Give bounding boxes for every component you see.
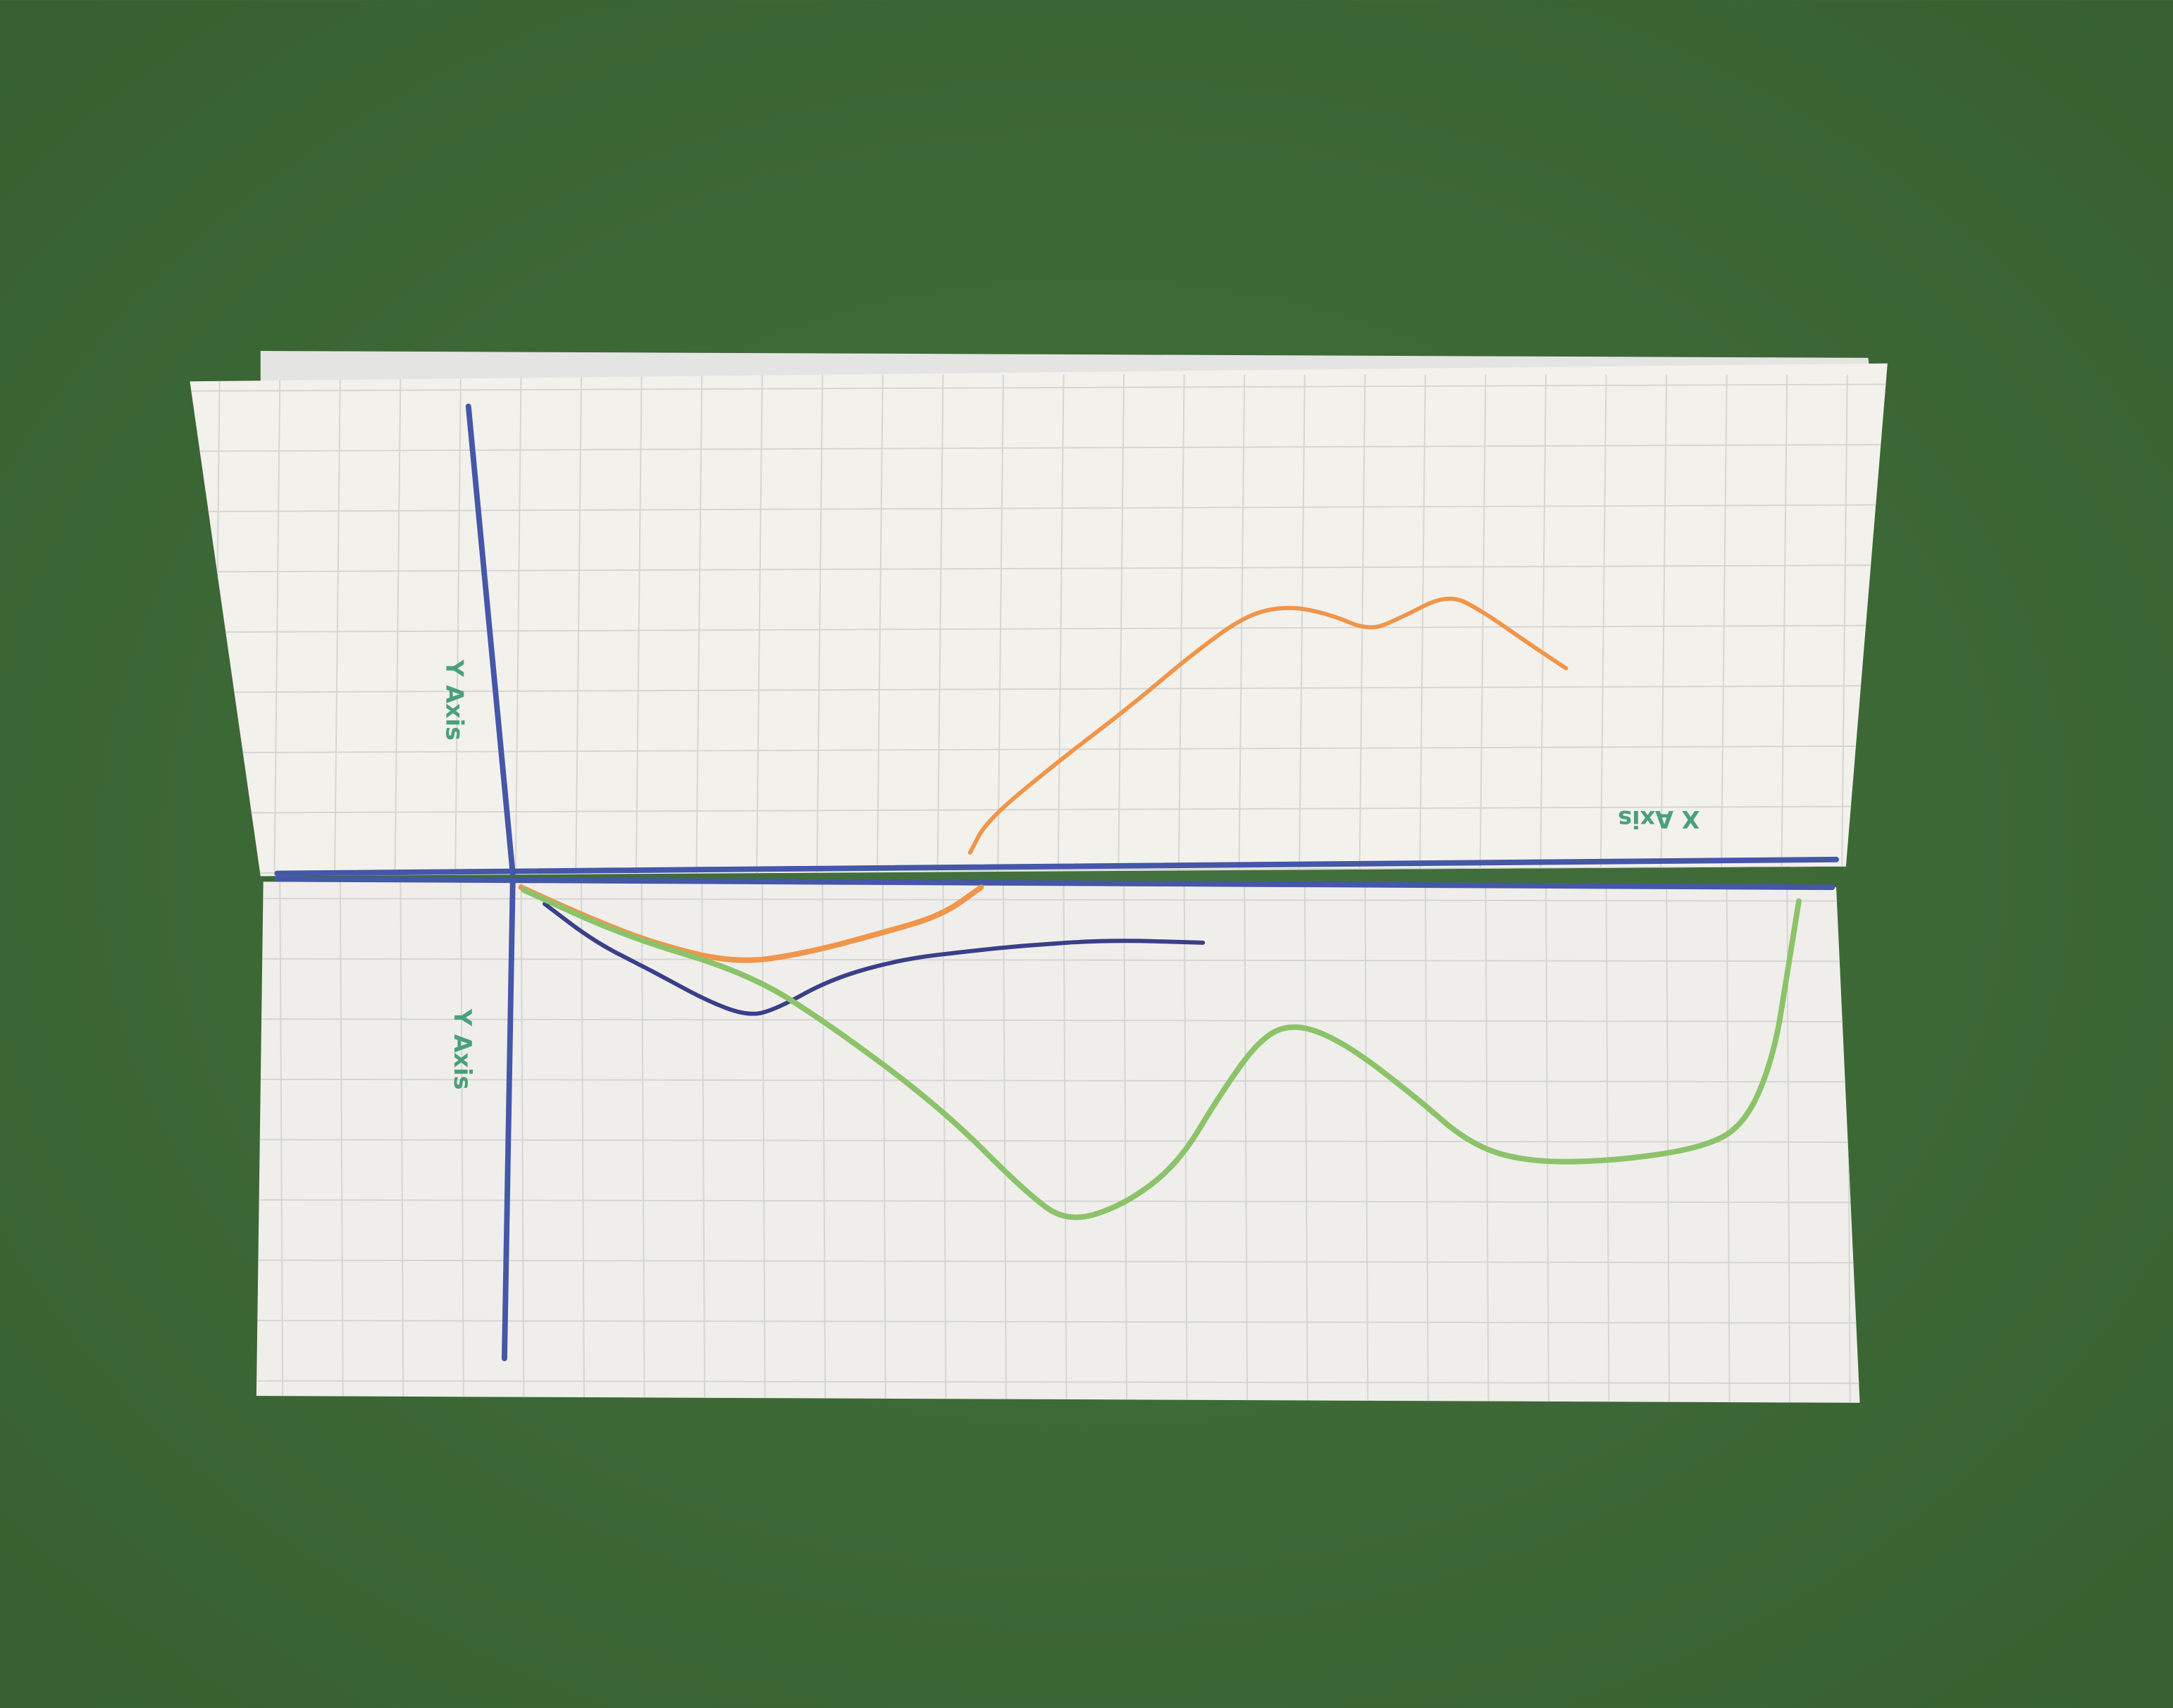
grid-line (394, 374, 402, 877)
grid-line (822, 881, 827, 1403)
grid-line (190, 805, 1888, 814)
grid-line (761, 881, 766, 1403)
y-axis-label-top: Y Axis (440, 659, 468, 741)
grid-line (1720, 374, 1728, 877)
grid-line (1057, 374, 1065, 877)
grid-line (1003, 881, 1007, 1403)
grid-line (1364, 881, 1369, 1403)
grid-line (936, 374, 944, 877)
grid-line (701, 881, 706, 1403)
paper-top-half (190, 363, 1888, 877)
axes (274, 403, 1839, 1361)
grid-line (997, 374, 1004, 877)
green-curve (521, 887, 1802, 1220)
grid-line (256, 958, 1860, 963)
grid-line (400, 881, 404, 1403)
grid-line (459, 881, 464, 1403)
grid-line (1540, 374, 1547, 877)
grid-line (1298, 374, 1306, 877)
grid-line (942, 881, 947, 1403)
grid-line (256, 1319, 1860, 1324)
grid-line (816, 374, 824, 877)
grid-line (1304, 881, 1308, 1403)
orange-curve-upper (967, 596, 1568, 855)
grid-line (273, 374, 281, 877)
x-axis-top (274, 856, 1839, 877)
y-axis-label-bottom: Y Axis (449, 1008, 476, 1090)
grid-line (755, 374, 763, 877)
grid-bottom (256, 881, 1860, 1403)
grid-line (1424, 881, 1429, 1403)
grid-line (520, 881, 525, 1403)
grid-line (1419, 374, 1426, 877)
grid-line (256, 1078, 1860, 1083)
grid-line (1183, 881, 1188, 1403)
navy-curve (543, 901, 1206, 1016)
grid-line (256, 1139, 1860, 1144)
grid-line (190, 685, 1888, 693)
grid-line (256, 1380, 1860, 1385)
x-axis-bottom (274, 876, 1835, 891)
grid-line (256, 897, 1860, 902)
grid-line (190, 443, 1888, 452)
grid-line (635, 374, 643, 877)
grid-line (640, 881, 645, 1403)
grid-line (190, 564, 1888, 573)
grid-line (190, 383, 1888, 392)
grid-line (1660, 374, 1668, 877)
grid-line (1599, 374, 1607, 877)
grid-line (514, 374, 522, 877)
grid-line (279, 881, 284, 1403)
grid-line (339, 881, 344, 1403)
grid-line (1063, 881, 1067, 1403)
grid-line (695, 374, 703, 877)
grid-line (190, 745, 1888, 754)
grid-line (454, 374, 462, 877)
grid-line (1177, 374, 1185, 877)
x-axis-label: X Axis (1618, 805, 1700, 833)
grid-line (256, 1259, 1860, 1264)
grid-line (575, 374, 583, 877)
grid-line (256, 1018, 1860, 1022)
grid-line (1238, 374, 1246, 877)
grid-line (877, 374, 884, 877)
grid-line (190, 504, 1888, 513)
grid-line (1479, 374, 1487, 877)
grid-line (190, 624, 1888, 633)
grid-line (1244, 881, 1249, 1403)
grid-line (334, 374, 341, 877)
y-axis-bottom (501, 879, 516, 1361)
grid-line (581, 881, 586, 1403)
grid-line (1118, 374, 1125, 877)
paper-bottom-half (256, 881, 1860, 1403)
y-axis-top (465, 403, 516, 877)
grid-top (190, 374, 1888, 877)
grid-line (881, 881, 886, 1403)
drawn-curves (518, 596, 1802, 1220)
grid-line (1123, 881, 1128, 1403)
